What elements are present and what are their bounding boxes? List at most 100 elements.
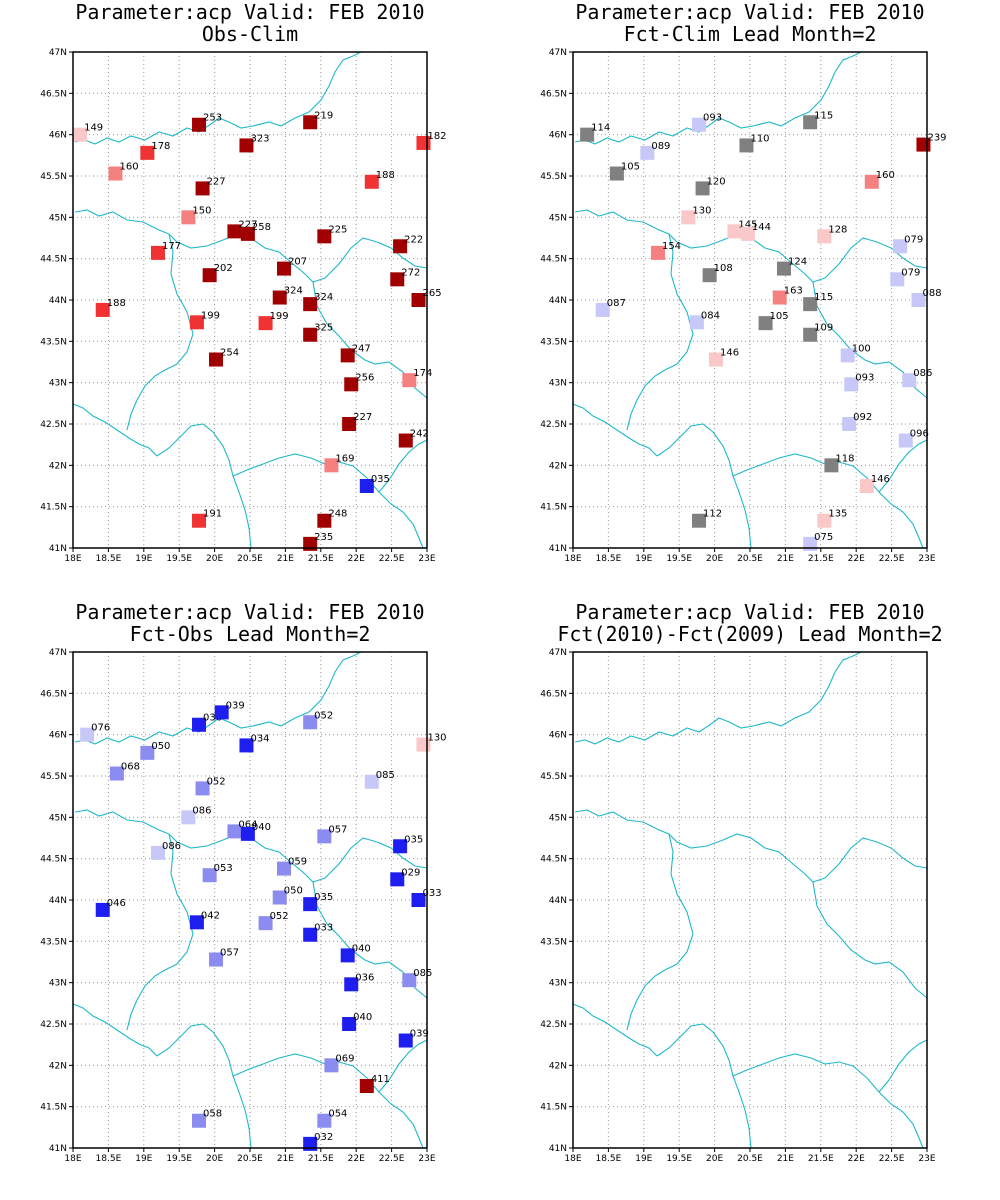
station-square [303,897,318,912]
station-value-label: 146 [720,348,739,359]
station-marker: 046 [95,898,126,917]
station-square [393,239,408,254]
border-line [156,1023,252,1149]
panel-title-line1: Parameter:acp Valid: FEB 2010 [75,600,424,624]
station-value-label: 084 [701,310,720,321]
station-marker: 105 [758,311,789,331]
lon-tick-label: 20E [706,1154,723,1164]
station-marker: 146 [709,348,739,367]
station-square [324,458,339,473]
lon-tick-label: 18E [64,554,81,564]
station-value-label: 086 [162,841,181,852]
station-square [681,210,696,225]
border-line [732,453,924,549]
station-square [398,433,413,448]
station-value-label: 040 [353,1012,372,1023]
station-marker: 160 [108,162,139,181]
station-marker: 188 [364,170,395,189]
station-marker: 036 [344,972,374,992]
station-value-label: 265 [423,288,442,299]
station-square [317,829,332,844]
station-square [340,348,355,363]
border-line [656,1023,752,1149]
station-marker: 035 [359,474,390,493]
border-line [72,1003,158,1057]
lon-tick-label: 21E [777,554,794,564]
station-value-label: 033 [423,888,442,899]
station-square [364,174,379,189]
border-line [574,651,862,745]
lat-tick-label: 42.5N [540,420,567,430]
station-value-label: 039 [410,1029,429,1040]
station-value-label: 325 [314,323,333,334]
station-marker: 115 [803,110,833,130]
station-value-label: 323 [250,133,269,144]
station-square [227,224,242,239]
border-line [732,1053,924,1149]
lon-tick-label: 19E [635,554,652,564]
lon-tick-label: 22E [848,1154,865,1164]
station-marker: 160 [864,170,895,189]
map-panel-4: Parameter:acp Valid: FEB 2010Fct(2010)-F… [540,600,942,1164]
lon-tick-label: 22.5E [379,554,405,564]
station-square [342,417,357,431]
station-marker: 247 [340,343,371,363]
station-square [108,166,123,181]
station-square [398,1033,413,1048]
lat-tick-label: 44N [49,296,67,306]
country-borders [72,651,428,1149]
station-square [911,293,926,307]
station-value-label: 222 [404,234,423,245]
lat-tick-label: 41N [549,1144,567,1154]
station-value-label: 058 [203,1109,222,1120]
station-value-label: 064 [238,819,257,830]
station-value-label: 242 [410,429,429,440]
station-marker: 112 [692,509,722,528]
station-value-label: 128 [828,224,847,235]
station-marker: 086 [181,805,211,825]
station-square [303,297,318,312]
station-value-label: 093 [703,113,722,124]
station-value-label: 163 [784,286,803,297]
lon-tick-label: 20.5E [737,554,763,564]
border-line [664,833,694,971]
station-marker: 036 [192,713,222,732]
station-square [227,824,242,839]
station-square [595,302,610,317]
station-square [317,1113,332,1128]
panel-title-line1: Parameter:acp Valid: FEB 2010 [575,0,924,24]
station-marker: 054 [317,1109,347,1128]
station-value-label: 040 [252,822,271,833]
border-line [232,1053,424,1149]
lat-tick-label: 41.5N [540,1103,567,1113]
station-value-label: 032 [314,1132,333,1143]
station-marker: 118 [824,453,855,473]
station-value-label: 035 [314,892,333,903]
station-value-label: 114 [591,123,610,134]
station-marker: 207 [276,257,307,276]
station-square [181,210,196,225]
station-square [202,868,217,883]
station-marker: 089 [640,141,670,160]
station-marker: 057 [317,824,347,844]
station-value-label: 050 [284,886,303,897]
station-square [73,127,88,142]
lat-tick-label: 43N [49,379,67,389]
station-square [109,766,124,781]
station-marker: 093 [692,113,722,132]
station-marker: 199 [258,311,289,331]
station-square [824,458,839,473]
station-value-label: 135 [828,509,847,520]
lat-tick-label: 45N [49,213,67,223]
station-square [276,261,291,276]
station-marker: 052 [195,776,226,796]
station-value-label: 100 [852,343,871,354]
lon-tick-label: 21E [277,554,294,564]
station-square [344,377,359,392]
station-marker: 100 [840,343,871,363]
station-marker: 222 [393,234,423,254]
lon-tick-label: 23E [418,554,435,564]
station-value-label: 239 [927,133,946,144]
